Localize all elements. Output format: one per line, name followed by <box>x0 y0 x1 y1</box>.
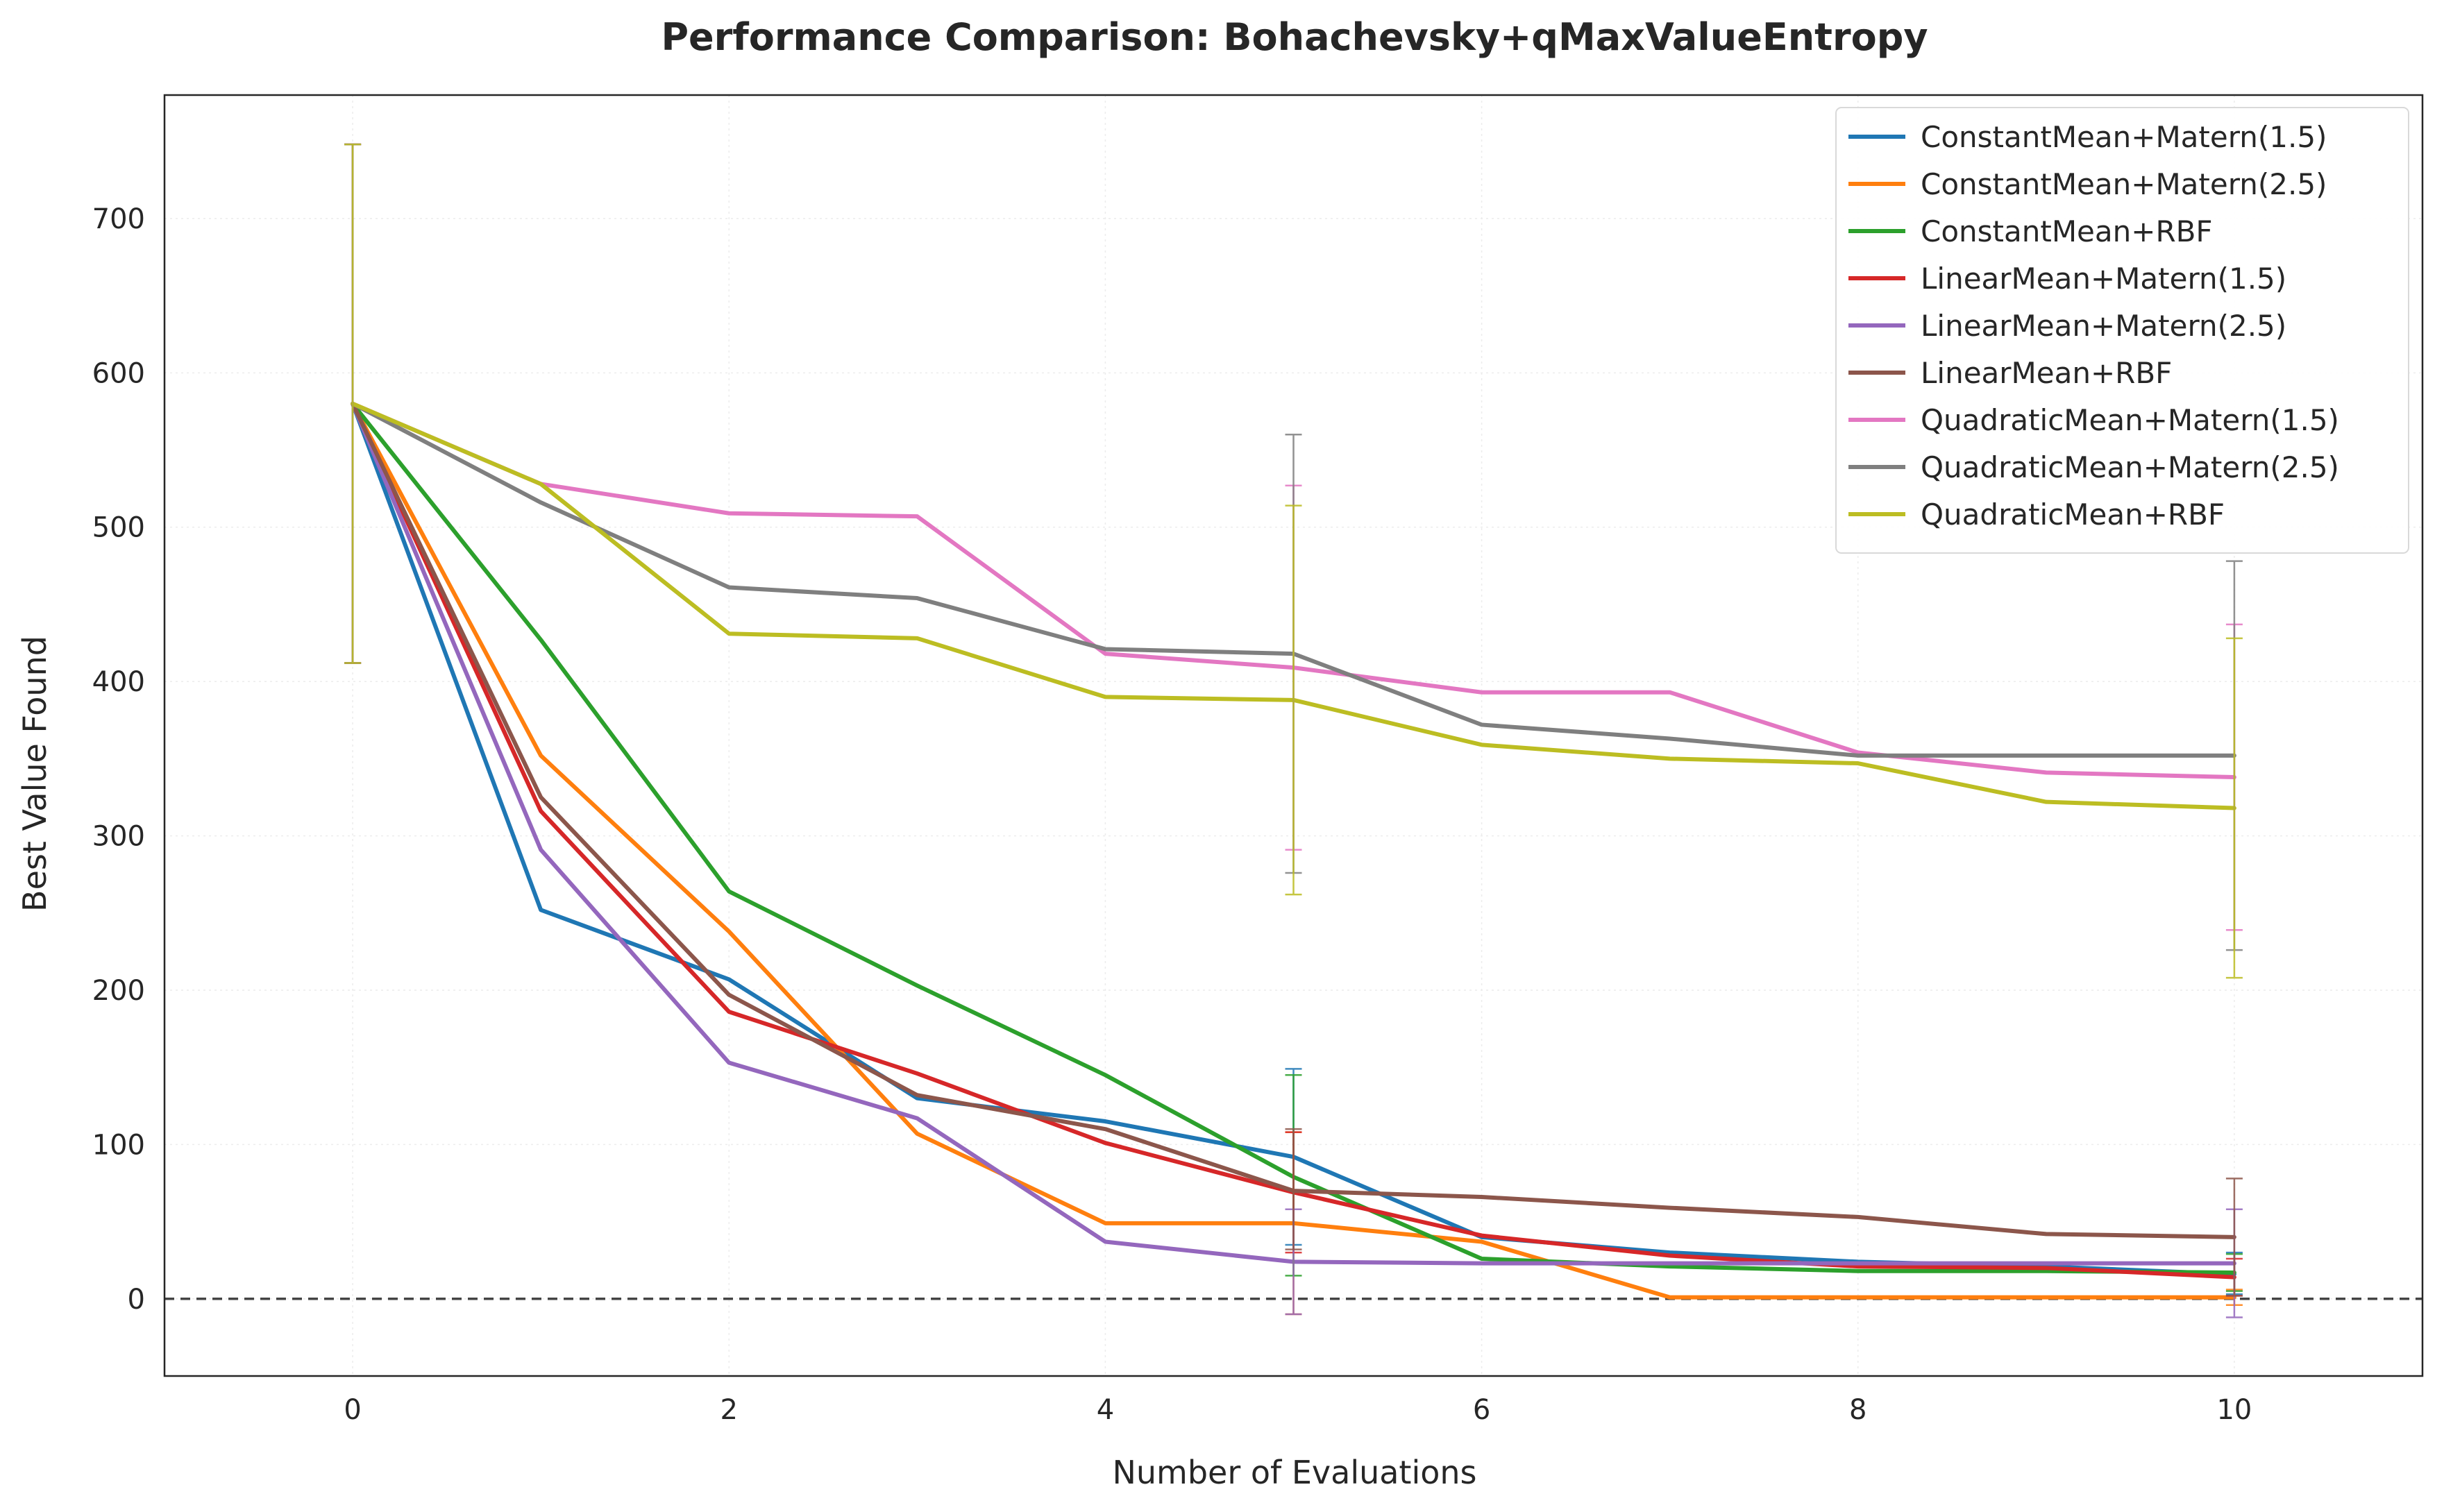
y-tick-label: 200 <box>92 975 145 1007</box>
x-tick-label: 10 <box>2216 1394 2252 1426</box>
error-bar <box>1285 1128 1302 1250</box>
legend-label: ConstantMean+Matern(2.5) <box>1921 167 2327 201</box>
y-tick-label: 0 <box>128 1284 145 1316</box>
error-bar <box>1285 504 1302 896</box>
error-bars <box>344 143 2243 1318</box>
legend-label: LinearMean+Matern(1.5) <box>1921 262 2286 296</box>
legend-label: QuadraticMean+Matern(2.5) <box>1921 450 2339 484</box>
x-axis-ticks: 0 2 4 6 8 10 <box>344 1394 2252 1426</box>
x-tick-label: 4 <box>1097 1394 1114 1426</box>
error-bar <box>344 143 362 664</box>
y-tick-label: 100 <box>92 1129 145 1161</box>
y-tick-label: 500 <box>92 512 145 544</box>
y-tick-label: 700 <box>92 203 145 235</box>
legend-label: LinearMean+RBF <box>1921 356 2172 390</box>
legend-label: ConstantMean+Matern(1.5) <box>1921 120 2327 154</box>
x-tick-label: 8 <box>1849 1394 1866 1426</box>
y-axis-ticks: 0 100 200 300 400 500 600 700 <box>92 203 145 1316</box>
legend-label: QuadraticMean+Matern(1.5) <box>1921 403 2339 437</box>
legend-label: ConstantMean+RBF <box>1921 214 2213 248</box>
y-tick-label: 600 <box>92 357 145 389</box>
chart-title: Performance Comparison: Bohachevsky+qMax… <box>661 15 1928 59</box>
x-axis-label: Number of Evaluations <box>1112 1454 1476 1491</box>
plot-area-frame <box>163 94 2424 1377</box>
y-tick-label: 300 <box>92 821 145 853</box>
y-axis-label: Best Value Found <box>16 636 53 912</box>
legend-label: QuadraticMean+RBF <box>1921 498 2225 532</box>
y-tick-label: 400 <box>92 666 145 698</box>
error-bar <box>2225 637 2243 979</box>
error-bar <box>2225 1178 2243 1297</box>
legend: ConstantMean+Matern(1.5) ConstantMean+Mat… <box>1835 107 2409 554</box>
x-tick-label: 2 <box>720 1394 738 1426</box>
legend-label: LinearMean+Matern(2.5) <box>1921 309 2286 343</box>
legend-box <box>1835 107 2409 554</box>
x-tick-label: 0 <box>344 1394 361 1426</box>
x-tick-label: 6 <box>1473 1394 1490 1426</box>
